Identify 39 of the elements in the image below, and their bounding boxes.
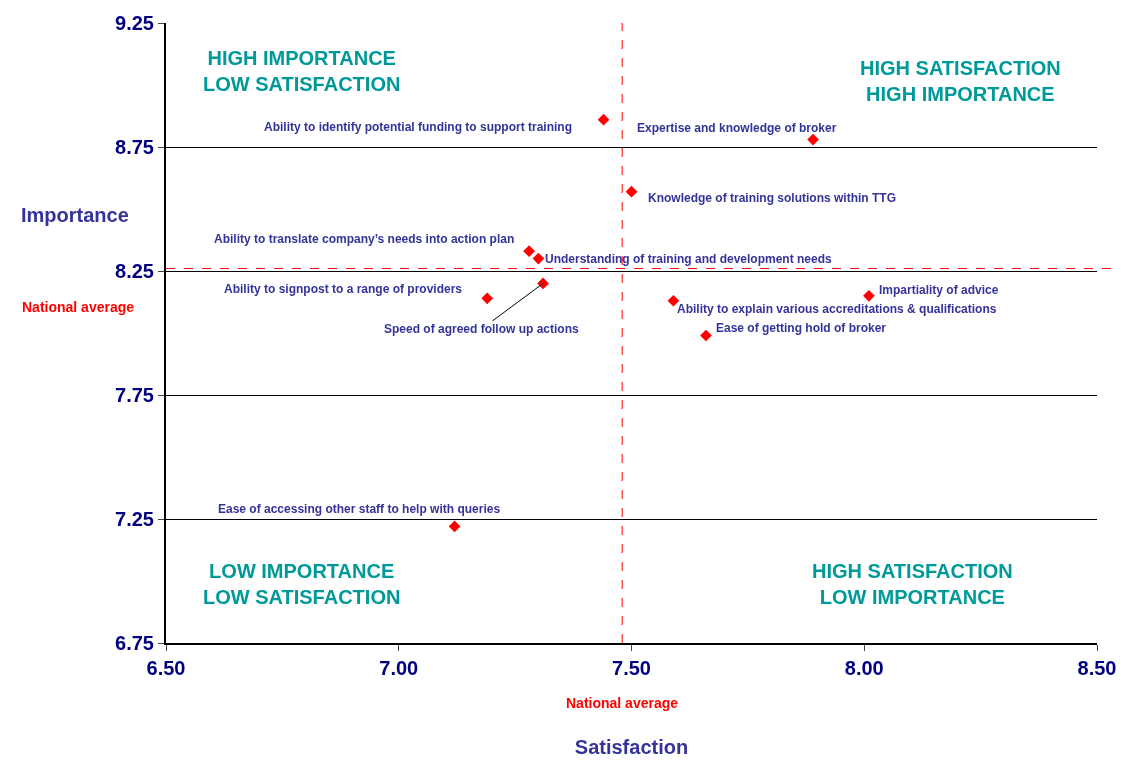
annotation: HIGH SATISFACTION HIGH IMPORTANCE <box>860 57 1061 105</box>
point <box>863 289 875 302</box>
annotation: LOW IMPORTANCE LOW SATISFACTION <box>203 560 401 608</box>
annotation: Ability to translate company’s needs into action plan <box>214 232 515 246</box>
point <box>523 245 535 258</box>
x-tick-label: 7.00 <box>379 657 419 679</box>
annotation: Ability to identify potential funding to support training <box>264 120 572 134</box>
y-axis-title: Importance <box>21 204 129 226</box>
x-tick-label: 8.00 <box>844 657 884 679</box>
x-axis-title: Satisfaction <box>574 736 689 758</box>
y-tick-label: 8.75 <box>115 136 154 158</box>
point <box>700 329 712 342</box>
annotation: Expertise and knowledge of broker <box>637 121 837 135</box>
annotation: Impartiality of advice <box>879 283 999 297</box>
annotation: Ability to signpost to a range of providers <box>224 282 463 296</box>
y-tick-label: 6.75 <box>115 632 154 654</box>
point <box>537 277 549 290</box>
annotation: Speed of agreed follow up actions <box>384 322 580 336</box>
point <box>448 520 461 533</box>
annotation: Knowledge of training solutions within TTG <box>648 191 896 205</box>
point <box>532 252 545 265</box>
y-tick-label: 9.25 <box>115 12 154 34</box>
x-tick-label: 8.50 <box>1077 657 1117 679</box>
ref-line-label: National average <box>566 695 679 711</box>
point <box>625 185 638 198</box>
point <box>481 292 494 305</box>
x-tick-label: 7.50 <box>612 657 651 679</box>
x-tick-label: 6.50 <box>146 657 186 679</box>
annotation: Ability to explain various accreditations & qualifications <box>677 302 997 316</box>
annotation: Ease of accessing other staff to help with queries <box>218 502 501 516</box>
ref-line-label: National average <box>22 299 135 315</box>
y-tick-label: 7.25 <box>115 508 154 530</box>
annotation: Ease of getting hold of broker <box>716 321 887 335</box>
y-tick-label: 7.75 <box>115 384 154 406</box>
point <box>597 113 610 126</box>
y-tick-label: 8.25 <box>115 260 154 282</box>
annotation: HIGH IMPORTANCE LOW SATISFACTION <box>203 47 401 95</box>
annotation: HIGH SATISFACTION LOW IMPORTANCE <box>812 560 1013 608</box>
point <box>807 133 819 146</box>
